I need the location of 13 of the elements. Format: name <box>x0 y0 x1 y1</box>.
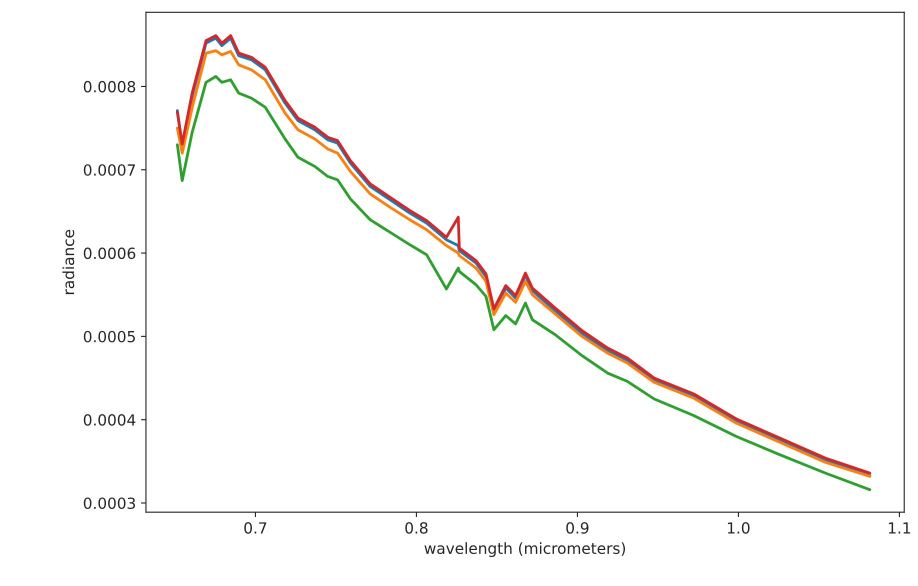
y-tick-label: 0.0004 <box>84 414 136 426</box>
x-axis-title: wavelength (micrometers) <box>424 542 626 558</box>
x-tick-label: 1.1 <box>888 522 910 534</box>
x-tick-label: 0.7 <box>244 522 266 534</box>
y-tick-label: 0.0007 <box>84 164 135 176</box>
y-tick-label: 0.0006 <box>84 248 136 260</box>
y-tick-label: 0.0005 <box>84 330 135 342</box>
y-axis-title: radiance <box>62 230 74 294</box>
x-tick-label: 1.0 <box>728 522 750 534</box>
y-tick-label: 0.0003 <box>84 497 136 510</box>
x-tick-label: 0.9 <box>566 522 588 534</box>
x-tick-label: 0.8 <box>405 522 428 534</box>
y-tick-label: 0.0008 <box>84 80 136 92</box>
